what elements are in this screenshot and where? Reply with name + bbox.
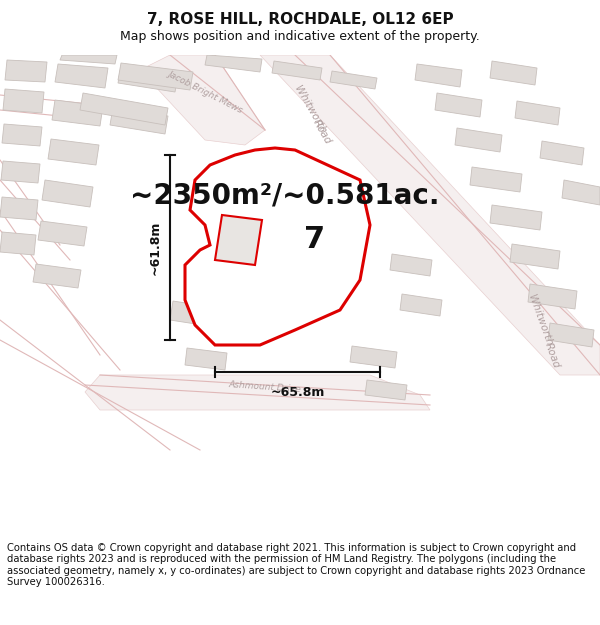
Polygon shape [2, 124, 42, 146]
Text: 7: 7 [304, 226, 326, 254]
Polygon shape [260, 55, 600, 375]
Polygon shape [3, 89, 44, 113]
Polygon shape [33, 264, 81, 288]
Text: Contains OS data © Crown copyright and database right 2021. This information is : Contains OS data © Crown copyright and d… [7, 542, 586, 588]
Polygon shape [52, 100, 103, 126]
Polygon shape [205, 55, 262, 72]
Polygon shape [55, 64, 108, 88]
Polygon shape [540, 141, 584, 165]
Text: Road: Road [311, 118, 333, 146]
Polygon shape [60, 55, 117, 64]
Polygon shape [400, 294, 442, 316]
Text: ~65.8m: ~65.8m [271, 386, 325, 399]
Polygon shape [365, 380, 407, 400]
Text: ~2350m²/~0.581ac.: ~2350m²/~0.581ac. [130, 181, 439, 209]
Polygon shape [390, 254, 432, 276]
Polygon shape [48, 139, 99, 165]
Polygon shape [80, 93, 168, 125]
Text: Jacob Bright Mews: Jacob Bright Mews [166, 69, 244, 115]
Polygon shape [515, 101, 560, 125]
Text: Whitworth: Whitworth [292, 84, 328, 136]
Text: Road: Road [543, 341, 561, 369]
Polygon shape [415, 64, 462, 87]
Text: Whitworth: Whitworth [526, 293, 554, 347]
Polygon shape [435, 93, 482, 117]
Polygon shape [350, 346, 397, 368]
Polygon shape [455, 128, 502, 152]
Polygon shape [562, 180, 600, 205]
Polygon shape [490, 61, 537, 85]
Polygon shape [470, 167, 522, 192]
Polygon shape [528, 284, 577, 309]
Polygon shape [548, 323, 594, 347]
Polygon shape [5, 60, 47, 82]
Polygon shape [42, 180, 93, 207]
Polygon shape [215, 215, 262, 265]
Polygon shape [0, 197, 38, 220]
Polygon shape [118, 63, 193, 90]
Polygon shape [330, 71, 377, 89]
Polygon shape [490, 205, 542, 230]
Text: 7, ROSE HILL, ROCHDALE, OL12 6EP: 7, ROSE HILL, ROCHDALE, OL12 6EP [146, 12, 454, 27]
Polygon shape [170, 301, 218, 327]
Polygon shape [200, 225, 295, 310]
Polygon shape [0, 232, 36, 255]
Text: Map shows position and indicative extent of the property.: Map shows position and indicative extent… [120, 30, 480, 43]
Polygon shape [272, 61, 322, 80]
Text: Ashmount Drive: Ashmount Drive [229, 380, 302, 394]
Polygon shape [185, 348, 227, 370]
Polygon shape [38, 221, 87, 246]
Polygon shape [185, 148, 370, 345]
Polygon shape [140, 55, 265, 145]
Polygon shape [118, 67, 178, 92]
Polygon shape [85, 375, 430, 410]
Text: ~61.8m: ~61.8m [149, 220, 162, 275]
Polygon shape [1, 161, 40, 183]
Polygon shape [110, 107, 168, 134]
Polygon shape [510, 244, 560, 269]
